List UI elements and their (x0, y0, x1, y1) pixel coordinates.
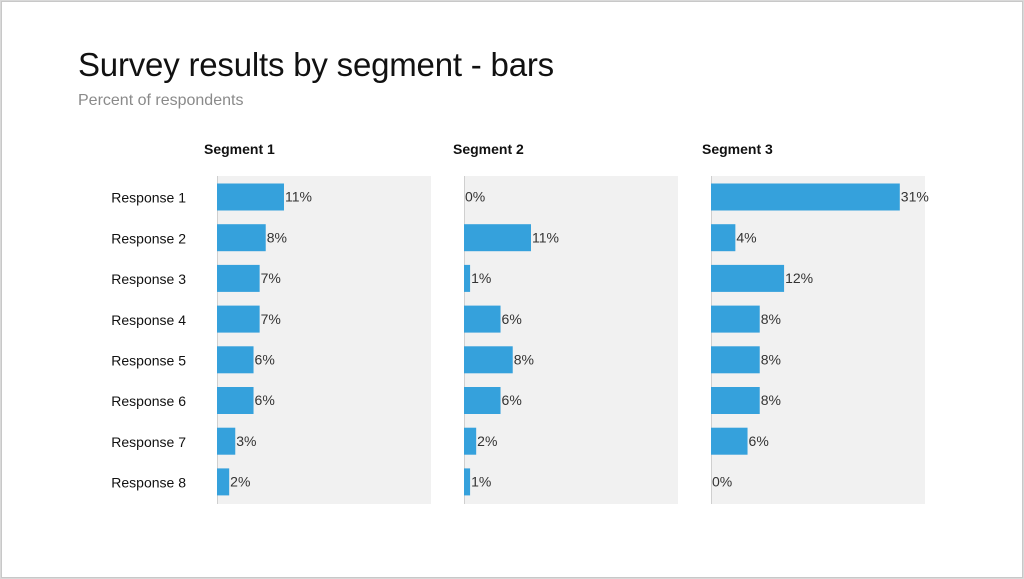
bar (217, 387, 254, 414)
bar (217, 305, 260, 333)
bar (711, 305, 760, 333)
bar (711, 427, 748, 455)
bar-value-label: 8% (514, 352, 534, 368)
segment-title: Segment 2 (453, 141, 524, 157)
bar-value-label: 11% (532, 229, 559, 245)
bar-value-label: 6% (255, 352, 275, 368)
response-label: Response 6 (111, 393, 186, 409)
bar-value-label: 7% (261, 311, 281, 327)
panel-background (711, 176, 925, 504)
bar-value-label: 8% (761, 311, 781, 327)
response-label: Response 7 (111, 434, 186, 450)
bar-value-label: 7% (261, 270, 281, 286)
bar (464, 224, 531, 252)
bar-value-label: 1% (471, 474, 491, 490)
bar (464, 387, 501, 414)
bar (217, 468, 230, 496)
bar-value-label: 2% (477, 433, 497, 449)
bar-value-label: 4% (736, 229, 756, 245)
bar-value-label: 11% (285, 189, 312, 205)
response-label: Response 4 (111, 312, 186, 328)
response-label: Response 3 (111, 271, 186, 287)
response-label: Response 8 (111, 475, 186, 491)
bar (217, 264, 260, 292)
bar-value-label: 8% (267, 229, 287, 245)
bar (464, 305, 501, 333)
segment-title: Segment 3 (702, 141, 773, 157)
bar-value-label: 6% (502, 311, 522, 327)
bar-value-label: 31% (901, 189, 929, 205)
bar-value-label: 1% (471, 270, 491, 286)
bar (711, 387, 760, 414)
response-label: Response 5 (111, 353, 186, 369)
bar-value-label: 6% (749, 433, 769, 449)
bar-value-label: 3% (236, 433, 256, 449)
bar (217, 427, 236, 455)
bar (711, 346, 760, 374)
bar-value-label: 8% (761, 352, 781, 368)
chart-title: Survey results by segment - bars (78, 46, 554, 83)
bar (464, 346, 513, 374)
bar-value-label: 8% (761, 392, 781, 408)
bar (217, 183, 284, 211)
response-label: Response 2 (111, 230, 186, 246)
bar-value-label: 2% (230, 474, 250, 490)
bar-value-label: 0% (712, 474, 732, 490)
bar (464, 264, 471, 292)
bar (711, 264, 785, 292)
bar (464, 427, 477, 455)
bar (464, 468, 471, 496)
bar-value-label: 6% (255, 392, 275, 408)
response-label: Response 1 (111, 190, 186, 206)
bar (711, 183, 900, 211)
bar-value-label: 12% (785, 270, 813, 286)
segment-title: Segment 1 (204, 141, 275, 157)
bar-value-label: 0% (465, 189, 485, 205)
chart-subtitle: Percent of respondents (78, 92, 244, 109)
bar (217, 224, 266, 252)
bar (711, 224, 736, 252)
bar-value-label: 6% (502, 392, 522, 408)
bar (217, 346, 254, 374)
